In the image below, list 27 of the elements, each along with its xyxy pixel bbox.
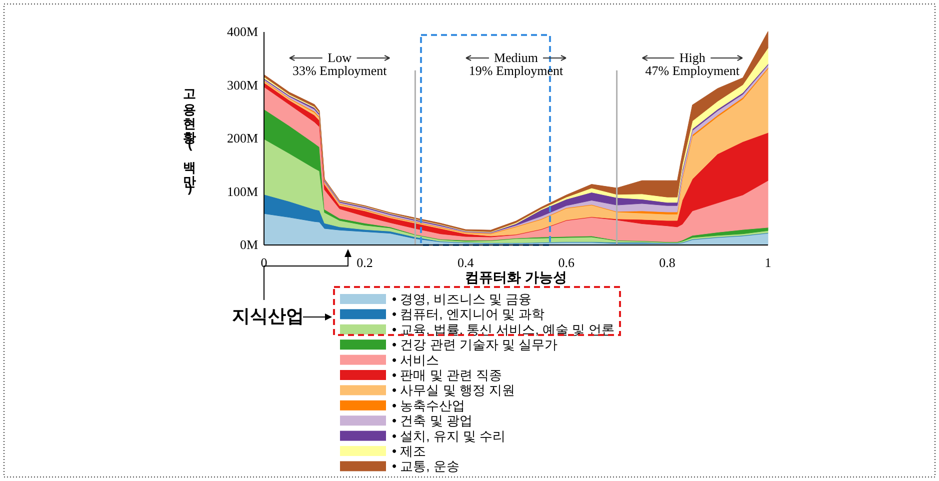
annotation: Low 33% Employment — [292, 50, 388, 78]
legend-label: • 설치, 유지 및 수리 — [392, 428, 506, 444]
y-tick-label: 0M — [240, 237, 258, 252]
x-tick-label: 0.4 — [457, 255, 474, 270]
y-tick-label: 300M — [226, 77, 258, 92]
legend-label: • 컴퓨터, 엔지니어 및 과학 — [392, 306, 545, 322]
x-tick-label: 0.6 — [558, 255, 576, 270]
legend-label: • 판매 및 관련 직종 — [392, 368, 502, 382]
annotation: High 47% Employment — [645, 50, 740, 78]
y-tick-label: 400M — [226, 24, 258, 39]
x-tick-label: 0.8 — [659, 255, 676, 270]
y-tick-label: 200M — [226, 130, 258, 146]
legend-label: • 경영, 비즈니스 및 금융 — [392, 292, 532, 306]
legend-label: • 건강 관련 기술자 및 실무가 — [392, 337, 558, 352]
legend-label: • 건축 및 광업 — [392, 413, 472, 428]
x-tick-label: 1 — [764, 255, 772, 270]
text: 지식산업 — [232, 306, 304, 326]
legend-label: • 교통, 운송 — [392, 458, 460, 474]
y-tick-label: 100M — [226, 184, 258, 199]
legend-label: • 사무실 및 행정 지원 — [392, 382, 515, 398]
x-tick-label: 0.2 — [356, 255, 373, 270]
legend-label: • 제조 — [392, 444, 426, 458]
y-axis-title: 고용현황(백만) — [182, 80, 198, 196]
legend-label: • 서비스 — [392, 352, 440, 368]
annotation: Medium 19% Employment — [468, 50, 564, 78]
x-axis-title: 컴퓨터화 가능성 — [465, 269, 567, 285]
legend-label: • 농축수산업 — [392, 398, 466, 413]
